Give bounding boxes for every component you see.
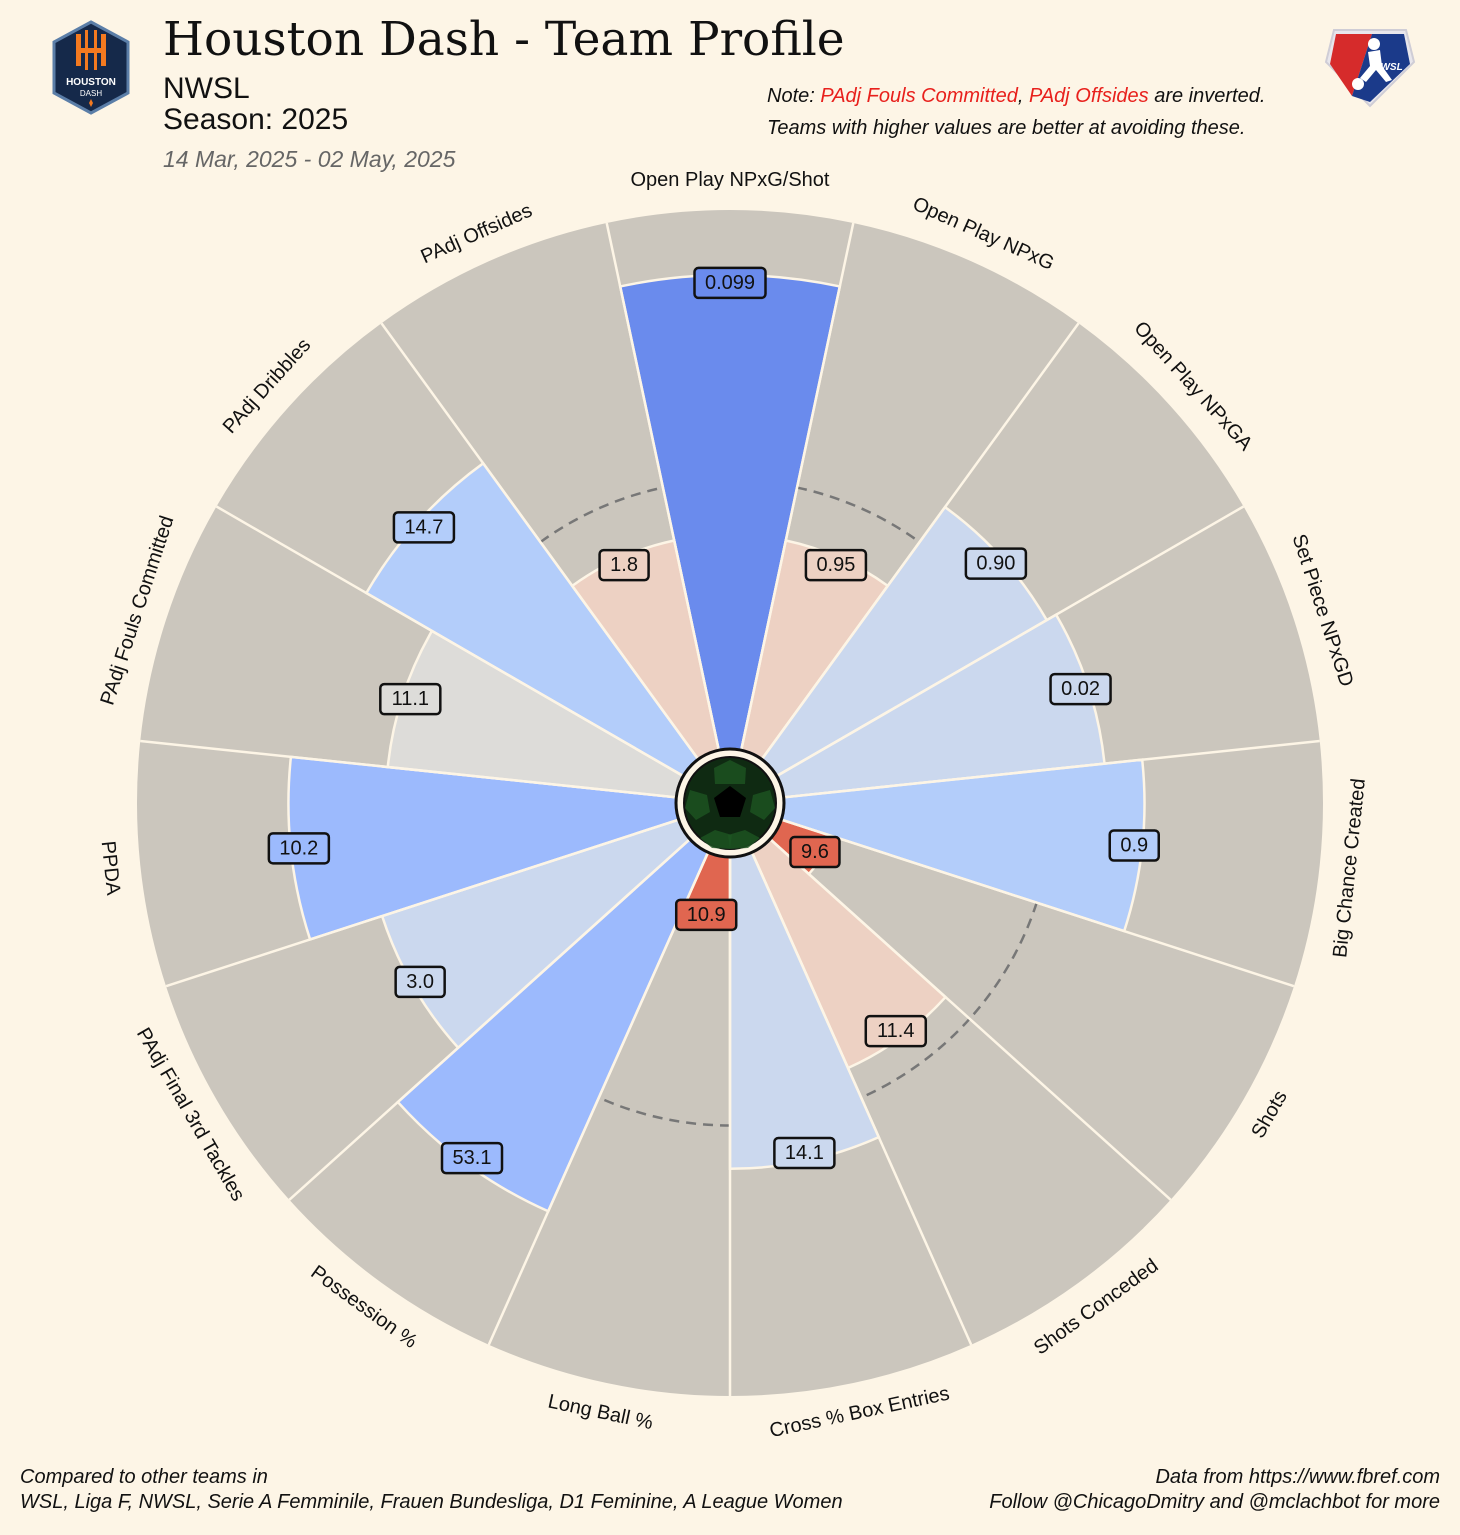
reference-arc — [968, 902, 1038, 1020]
value-box — [674, 898, 738, 932]
team-logo-text: HOUSTON — [66, 77, 116, 88]
slice-separators — [140, 222, 1320, 1396]
value-label-open-play-npxga: 0.90 — [964, 547, 1028, 580]
note-metric-1: PAdj Fouls Committed — [820, 85, 1018, 107]
value-box — [773, 1136, 836, 1170]
reference-arc — [796, 486, 921, 544]
value-text: 3.0 — [406, 971, 434, 993]
value-box — [789, 835, 841, 869]
separator — [781, 739, 1320, 799]
value-text: 9.6 — [801, 841, 829, 863]
value-text: 0.95 — [816, 554, 855, 576]
footer-right-line-2: Follow @ChicagoDmitry and @mclachbot for… — [989, 1491, 1440, 1513]
value-box — [267, 832, 331, 865]
value-label-long-ball: 10.9 — [674, 898, 738, 932]
value-box — [1049, 672, 1112, 706]
separator — [750, 849, 973, 1346]
value-label-padj-final-3rd-tackles: 3.0 — [394, 965, 446, 999]
separator — [767, 836, 1172, 1201]
value-label-set-piece-npxgd: 0.02 — [1049, 672, 1112, 706]
value-text: 0.9 — [1120, 834, 1148, 856]
inversion-note: Note: PAdj Fouls Committed, PAdj Offside… — [767, 80, 1265, 144]
value-label-padj-offsides: 1.8 — [598, 548, 650, 582]
value-text: 0.90 — [976, 553, 1015, 575]
value-text: 11.4 — [877, 1020, 914, 1042]
separator — [288, 836, 693, 1201]
note-separator: , — [1017, 85, 1029, 107]
reference-ring — [539, 486, 1038, 1127]
separator — [774, 505, 1245, 779]
slice-bg-long-ball — [488, 850, 730, 1396]
metric-label-long-ball: Long Ball % — [546, 1391, 655, 1435]
metric-label-ppda: PPDA — [97, 840, 125, 897]
note-prefix: Note: — [767, 85, 821, 107]
value-label-open-play-npxg-shot: 0.099 — [693, 266, 767, 300]
reference-arc — [860, 1017, 971, 1099]
separator — [140, 739, 679, 799]
separator — [487, 849, 710, 1346]
separator — [380, 322, 701, 762]
reference-arc — [539, 486, 664, 544]
separator — [739, 222, 855, 753]
note-line-2: Teams with higher values are better at a… — [767, 117, 1246, 139]
value-label-possession: 53.1 — [440, 1141, 504, 1175]
separator — [165, 817, 681, 988]
slice-bg-shots — [768, 819, 1294, 1200]
metric-label-shots: Shots — [1247, 1087, 1292, 1142]
houston-dash-logo: HOUSTON DASH — [52, 20, 130, 115]
separator — [215, 505, 686, 779]
value-text: 14.1 — [785, 1142, 824, 1164]
metric-label-big-chance-created: Big Chance Created — [1329, 777, 1370, 958]
footer-left-line-1: Compared to other teams in — [20, 1466, 268, 1488]
value-box — [392, 511, 456, 544]
reference-arc — [598, 1096, 731, 1127]
note-metric-2: PAdj Offsides — [1028, 85, 1149, 107]
value-label-padj-fouls-committed: 11.1 — [379, 682, 442, 716]
value-box — [693, 266, 767, 300]
value-label-open-play-npxg: 0.95 — [804, 548, 868, 582]
value-box — [394, 965, 446, 999]
value-label-big-chance-created: 0.9 — [1108, 829, 1160, 862]
separator — [759, 322, 1080, 762]
value-box — [804, 548, 868, 582]
nwsl-logo: NWSL — [1324, 29, 1416, 108]
league-name: NWSL — [163, 72, 250, 105]
svg-text:DASH: DASH — [80, 89, 102, 98]
note-suffix: are inverted. — [1148, 85, 1266, 107]
value-box — [598, 548, 650, 582]
value-box — [964, 547, 1028, 580]
separator — [605, 222, 721, 753]
value-text: 53.1 — [453, 1147, 492, 1169]
comparison-footer: Compared to other teams in WSL, Liga F, … — [20, 1465, 843, 1515]
value-label-cross-box-entries: 14.1 — [773, 1136, 836, 1170]
value-text: 10.9 — [687, 904, 726, 926]
value-box — [1108, 829, 1160, 862]
value-label-shots-conceded: 11.4 — [864, 1014, 928, 1048]
value-label-padj-dribbles: 14.7 — [392, 511, 456, 544]
credits-footer: Data from https://www.fbref.com Follow @… — [989, 1465, 1440, 1515]
value-label-ppda: 10.2 — [267, 832, 331, 865]
value-text: 11.1 — [392, 688, 429, 710]
value-text: 14.7 — [404, 516, 443, 538]
value-text: 0.099 — [705, 272, 755, 294]
date-range: 14 Mar, 2025 - 02 May, 2025 — [163, 146, 456, 172]
value-label-shots: 9.6 — [789, 835, 841, 869]
value-text: 1.8 — [610, 554, 638, 576]
footer-left-line-2: WSL, Liga F, NWSL, Serie A Femminile, Fr… — [20, 1491, 843, 1513]
value-text: 10.2 — [279, 837, 318, 859]
league-logo-text: NWSL — [1373, 62, 1402, 73]
season-label: Season: 2025 — [163, 103, 349, 136]
value-box — [379, 682, 442, 716]
separator — [779, 817, 1295, 988]
value-box — [864, 1014, 928, 1048]
footer-right-line-1: Data from https://www.fbref.com — [1155, 1466, 1440, 1488]
soccer-ball-icon — [674, 747, 786, 859]
value-text: 0.02 — [1061, 678, 1100, 700]
metric-label-open-play-npxg-shot: Open Play NPxG/Shot — [631, 169, 830, 191]
page-title: Houston Dash - Team Profile — [163, 12, 845, 67]
value-labels: 0.099 0.95 0.90 0.02 0.9 9.6 11.4 14.1 10.9 53.1 3… — [267, 266, 1160, 1175]
value-box — [440, 1141, 504, 1175]
